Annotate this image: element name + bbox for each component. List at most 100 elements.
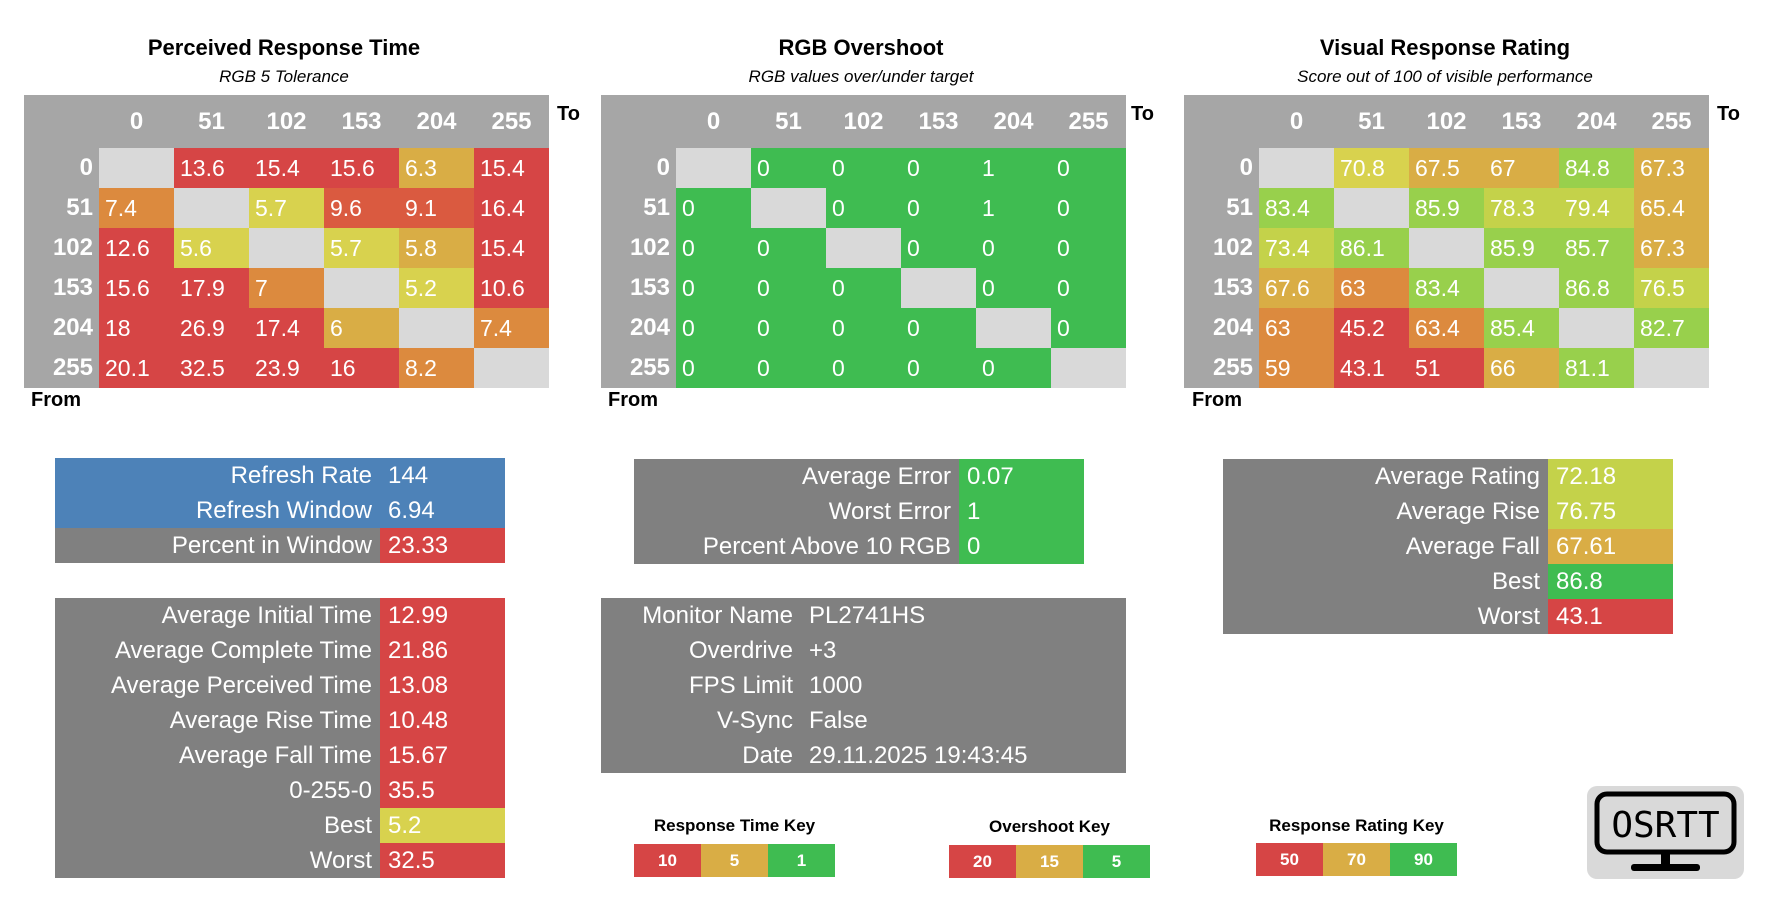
heatmap-cell: 0 (751, 348, 826, 388)
heatmap-cell-diagonal (901, 268, 976, 308)
heatmap-cell-diagonal (826, 228, 901, 268)
response-time-stats-table: Average Initial Time 12.99 Average Complet… (55, 598, 505, 878)
to-header-51: 51 (174, 95, 249, 148)
heatmap-cell: 0 (676, 228, 751, 268)
stat-row: Average Rise Time 10.48 (55, 703, 505, 738)
stat-value: 0.07 (959, 459, 1084, 494)
stat-value: 76.75 (1548, 494, 1673, 529)
key-cell: 50 (1256, 843, 1323, 876)
heatmap-cell-diagonal (324, 268, 399, 308)
stat-row: Best 86.8 (1223, 564, 1673, 599)
heatmap-cell-diagonal (751, 188, 826, 228)
heatmap-subtitle: RGB values over/under target (748, 67, 974, 86)
from-header-153: 153 (24, 268, 99, 308)
heatmap-cell: 15.4 (249, 148, 324, 188)
stat-value: 10.48 (380, 703, 505, 738)
heatmap-cell: 0 (901, 348, 976, 388)
stat-row: Worst Error 1 (634, 494, 1084, 529)
to-header-51: 51 (751, 95, 826, 148)
heatmap-cell: 7 (249, 268, 324, 308)
stat-value: 21.86 (380, 633, 505, 668)
key-cell: 5 (1083, 845, 1150, 878)
heatmap-cell-diagonal (1634, 348, 1709, 388)
heatmap-cell: 13.6 (174, 148, 249, 188)
stat-label: Percent in Window (55, 528, 380, 563)
heatmap-cell-diagonal (676, 148, 751, 188)
stat-value: 0 (959, 529, 1084, 564)
heatmap-cell: 45.2 (1334, 308, 1409, 348)
stat-value: PL2741HS (801, 598, 1126, 633)
stat-row: Date 29.11.2025 19:43:45 (601, 738, 1126, 773)
stat-value: 6.94 (380, 493, 505, 528)
heatmap-cell: 12.6 (99, 228, 174, 268)
overshoot-stats-table: Average Error 0.07 Worst Error 1 Percent Abo… (634, 459, 1084, 564)
stat-label: Average Rating (1223, 459, 1548, 494)
heatmap-cell: 17.4 (249, 308, 324, 348)
stat-value: 144 (380, 458, 505, 493)
heatmap-cell: 5.7 (324, 228, 399, 268)
key-cell: 20 (949, 845, 1016, 878)
stat-label: Refresh Window (55, 493, 380, 528)
stat-label: Average Complete Time (55, 633, 380, 668)
key-cell: 1 (768, 844, 835, 877)
heatmap-cell: 79.4 (1559, 188, 1634, 228)
stat-row: Overdrive +3 (601, 633, 1126, 668)
stat-label: Worst (1223, 599, 1548, 634)
axis-to-label: To (557, 103, 580, 125)
heatmap-cell: 67 (1484, 148, 1559, 188)
heatmap-title: Perceived Response Time (147, 35, 421, 60)
heatmap-cell: 0 (826, 308, 901, 348)
stat-row: Average Error 0.07 (634, 459, 1084, 494)
to-header-204: 204 (1559, 95, 1634, 148)
heatmap-row: 0 70.8 67.5 67 84.8 67.3 (1184, 148, 1709, 188)
perceived-response-time-heatmap: 0 51 102 153 204 255 0 13.6 15.4 15.6 6.3 15.4 51 7.4… (24, 95, 549, 388)
heatmap-cell: 0 (676, 268, 751, 308)
stat-value: 72.18 (1548, 459, 1673, 494)
stat-label: Average Initial Time (55, 598, 380, 633)
stat-label: Percent Above 10 RGB (634, 529, 959, 564)
from-header-102: 102 (1184, 228, 1259, 268)
from-header-0: 0 (1184, 148, 1259, 188)
key-cell: 10 (634, 844, 701, 877)
to-header-204: 204 (399, 95, 474, 148)
heatmap-cell: 76.5 (1634, 268, 1709, 308)
stat-value: 13.08 (380, 668, 505, 703)
heatmap-cell: 0 (751, 268, 826, 308)
from-header-102: 102 (601, 228, 676, 268)
heatmap-header-row: 0 51 102 153 204 255 (601, 95, 1126, 148)
stat-value: 1000 (801, 668, 1126, 703)
from-header-153: 153 (1184, 268, 1259, 308)
stat-value: 12.99 (380, 598, 505, 633)
heatmap-cell-diagonal (1334, 188, 1409, 228)
heatmap-cell: 0 (976, 268, 1051, 308)
stat-label: 0-255-0 (55, 773, 380, 808)
from-header-204: 204 (1184, 308, 1259, 348)
heatmap-cell: 5.7 (249, 188, 324, 228)
stat-row: 0-255-0 35.5 (55, 773, 505, 808)
heatmap-cell: 0 (1051, 148, 1126, 188)
heatmap-cell-diagonal (474, 348, 549, 388)
heatmap-header-row: 0 51 102 153 204 255 (24, 95, 549, 148)
heatmap-row: 102 73.4 86.1 85.9 85.7 67.3 (1184, 228, 1709, 268)
rating-stats-table: Average Rating 72.18 Average Rise 76.75 Aver… (1223, 459, 1673, 634)
stat-row: Average Perceived Time 13.08 (55, 668, 505, 703)
heatmap-cell: 67.3 (1634, 228, 1709, 268)
heatmap-cell: 85.9 (1484, 228, 1559, 268)
heatmap-cell: 15.6 (324, 148, 399, 188)
monitor-info-table: Monitor Name PL2741HS Overdrive +3 FPS Limit… (601, 598, 1126, 773)
from-header-204: 204 (24, 308, 99, 348)
stat-row: Average Fall Time 15.67 (55, 738, 505, 773)
heatmap-cell: 84.8 (1559, 148, 1634, 188)
heatmap-row: 204 0 0 0 0 0 (601, 308, 1126, 348)
heatmap-cell: 85.9 (1409, 188, 1484, 228)
heatmap-header-row: 0 51 102 153 204 255 (1184, 95, 1709, 148)
heatmap-row: 102 12.6 5.6 5.7 5.8 15.4 (24, 228, 549, 268)
axis-from-label: From (1192, 389, 1242, 411)
from-header-255: 255 (601, 348, 676, 388)
stat-value: 67.61 (1548, 529, 1673, 564)
from-header-0: 0 (601, 148, 676, 188)
heatmap-cell: 7.4 (474, 308, 549, 348)
heatmap-row: 0 13.6 15.4 15.6 6.3 15.4 (24, 148, 549, 188)
heatmap-cell: 0 (826, 148, 901, 188)
heatmap-row: 204 18 26.9 17.4 6 7.4 (24, 308, 549, 348)
